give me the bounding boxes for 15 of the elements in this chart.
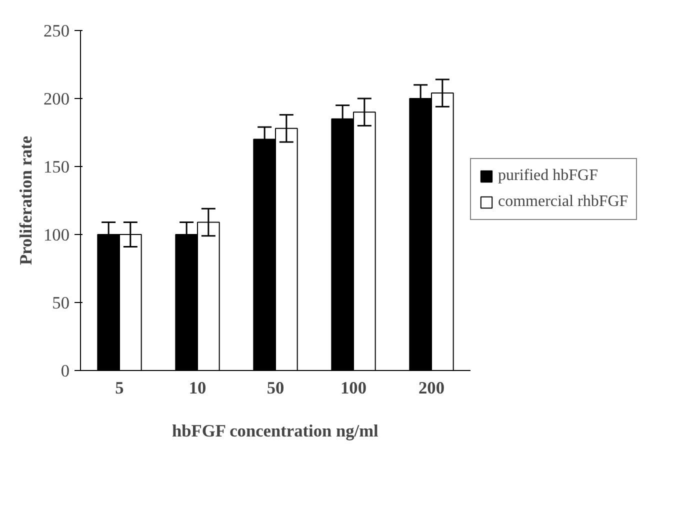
x-tick-label: 5: [115, 378, 124, 398]
y-tick-label: 50: [52, 294, 70, 312]
y-tick-label: 100: [44, 226, 70, 244]
x-tick-label: 10: [188, 378, 206, 398]
y-tick-label: 0: [60, 362, 70, 380]
y-axis-title: Proliferation rate: [16, 136, 36, 266]
legend-label: commercial rhbFGF: [498, 193, 628, 211]
y-tick-label: 200: [44, 90, 70, 108]
x-tick-label: 50: [266, 378, 284, 398]
x-axis-title: hbFGF concentration ng/ml: [172, 422, 379, 440]
x-tick-label: 200: [418, 378, 445, 398]
legend-label: purified hbFGF: [498, 167, 598, 185]
x-tick-label: 100: [340, 378, 367, 398]
y-tick-label: 150: [44, 158, 70, 176]
y-tick-label: 250: [44, 22, 70, 40]
